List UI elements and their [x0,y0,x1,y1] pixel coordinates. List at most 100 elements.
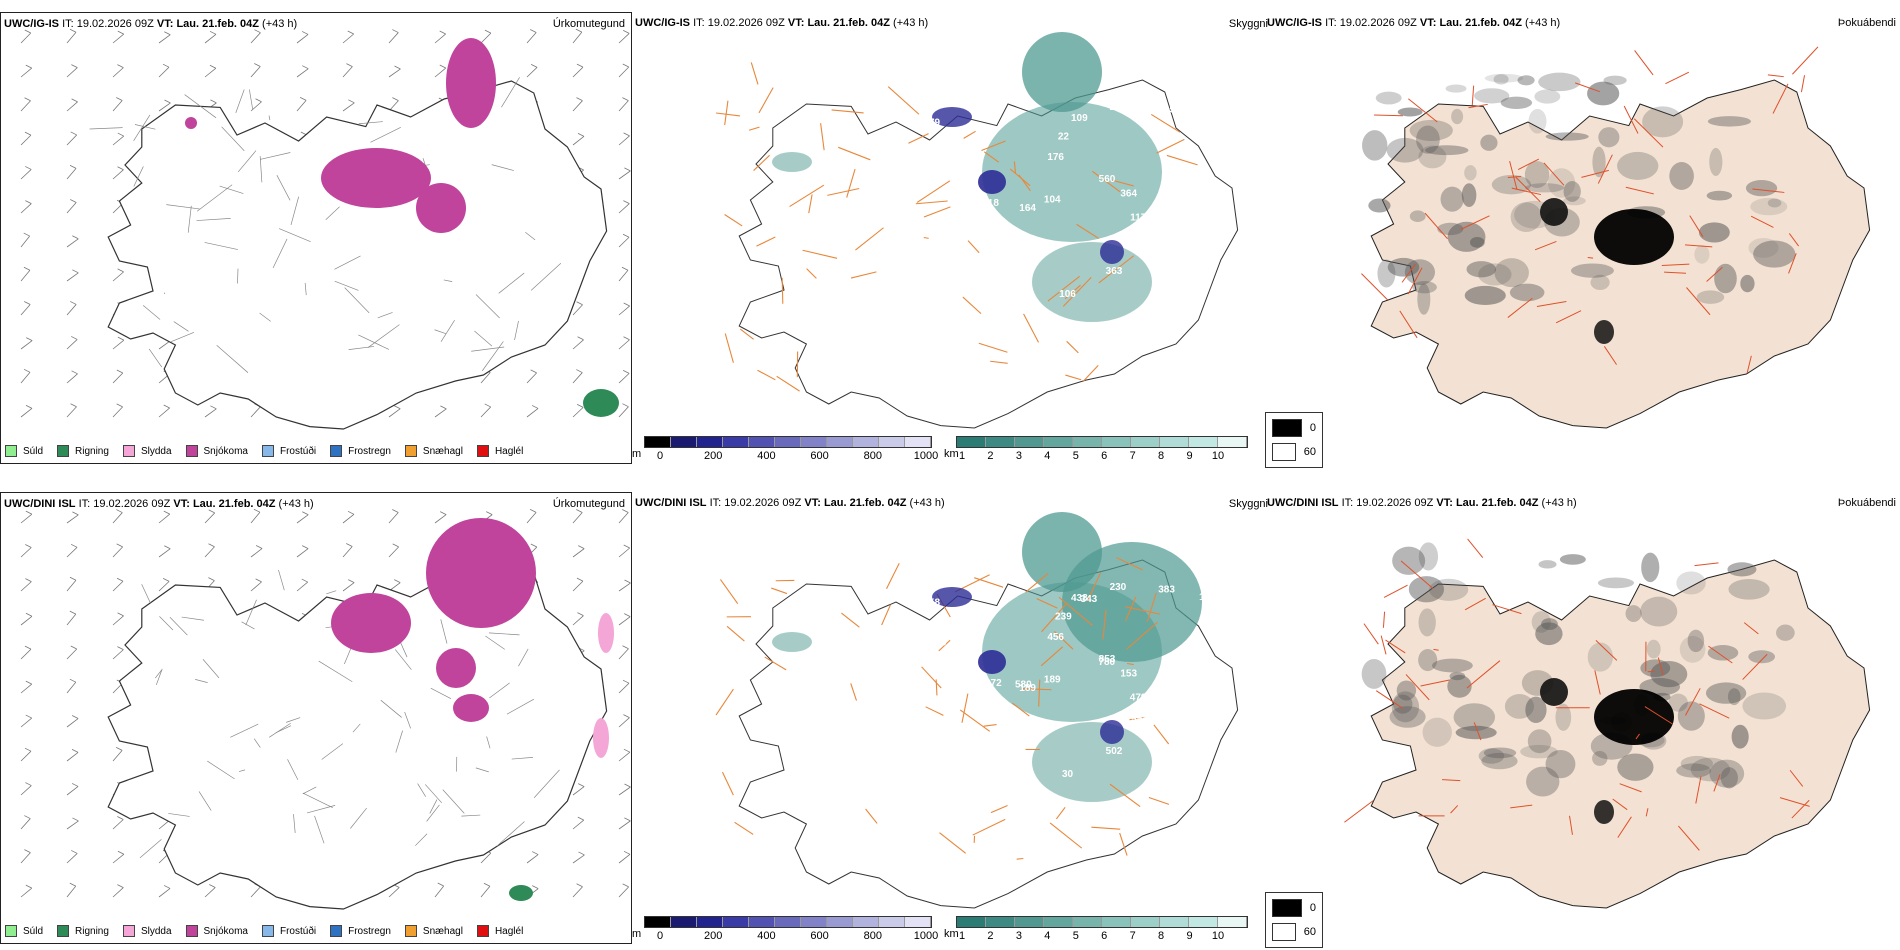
road-line [1750,215,1774,228]
road-line [159,616,174,631]
wind-barb [572,301,583,316]
road-line [1689,215,1704,237]
road-line [238,769,246,772]
road-line [304,282,307,296]
road-line [259,156,263,183]
wind-barb [296,511,309,524]
legend-swatch [122,925,135,937]
road-line [1399,310,1418,339]
fog-index-cell [1440,186,1464,212]
wind-barb [388,97,399,112]
road-line [486,736,491,749]
cloud-base-label: 239 [1055,611,1072,622]
colorbar-swatch [697,917,723,927]
legend-item: Frostúði [261,925,316,937]
road-line [1534,240,1557,251]
road-line [1664,271,1687,274]
fog-index-cell [1587,81,1620,106]
wind-barb [66,131,78,146]
wind-barb [480,403,492,418]
fog-index-cell [1449,671,1466,681]
colorbar-swatch [1044,437,1073,447]
colorbar-swatch [1044,917,1073,927]
wind-barb [526,509,537,524]
wind-barb [342,510,355,524]
colorbar-swatch [697,437,723,447]
fog-index-cell [1748,237,1779,258]
wind-barb [66,199,77,214]
colorbar-tick-label: 6 [1101,930,1108,942]
fog-index-cell [1418,145,1447,169]
road-line [1789,769,1804,787]
fog-index-cell [1592,146,1606,178]
legend-item: Frostregn [330,445,391,457]
legend-label: Slydda [140,925,172,937]
road-line [370,127,401,143]
road-line [962,296,982,315]
fog-index-cell [1525,183,1565,193]
legend-label: Haglél [494,445,524,457]
colorbar-swatch [1073,917,1102,927]
wind-barb [618,748,631,762]
fog-index-cell [1727,688,1741,706]
cloud-base-label: 189 [1044,675,1061,686]
road-line [1634,50,1654,76]
road-line [1036,598,1058,609]
road-line [506,698,535,715]
fog-index-cell [1687,629,1705,653]
fog-index-cell [1493,74,1509,85]
wind-barb [204,405,217,418]
visibility-map-top: 560 164 109 212 112 22 115 176 364 18 225 363 379 534… [716,32,1262,429]
road-line [181,616,204,621]
road-line [395,730,403,753]
fog-index-cell [1707,116,1752,127]
fog-index-cell [1538,560,1557,569]
road-line [724,214,743,227]
fog-index-cell [1412,281,1437,294]
wind-barb [158,578,170,592]
road-line [474,330,493,347]
wind-barb [572,577,584,592]
fog-index-cell [1625,605,1642,622]
fog-index-cell [1740,274,1755,293]
road-line [219,185,244,194]
road-line [278,569,285,591]
cloud-base-label: 780 [1098,657,1115,668]
colorbar-unit: km [944,448,959,460]
road-line [959,709,991,732]
colorbar-tick-label: 9 [1186,450,1193,462]
fog-index-cell [1617,753,1654,781]
wind-barb [296,31,309,44]
fog-legend-swatch [1272,923,1296,941]
road-line [820,123,825,151]
wind-barb [434,882,445,898]
fog-index-cell [1484,73,1524,83]
road-line [440,319,455,342]
fog-index-cell [1555,703,1572,731]
road-line [1464,597,1486,611]
wind-barb [20,368,31,384]
wind-barb [20,578,32,592]
road-line [204,242,238,250]
fog-index-cell [1455,725,1497,740]
colorbar-swatch [1073,437,1102,447]
legend-swatch [476,925,489,937]
colorbar-boxes [644,916,932,928]
wind-barb [526,29,537,44]
colorbar-swatch [1218,437,1247,447]
legend-label: Súld [23,445,44,457]
road-line [326,590,337,595]
road-line [488,632,520,636]
cloud-base-label: 225 [1110,102,1127,113]
road-line [1633,118,1664,148]
fog-index-cell [1646,639,1661,659]
wind-barb [158,63,170,78]
road-line [1752,188,1785,193]
fog-index-cell [1525,696,1547,723]
legend-swatch [57,445,70,457]
colorbar-unit: m [632,928,642,940]
cloud-base-label: 30 [1062,769,1074,780]
road-line [1645,808,1649,817]
fog-index-cell [1464,285,1506,306]
road-line [481,341,504,372]
